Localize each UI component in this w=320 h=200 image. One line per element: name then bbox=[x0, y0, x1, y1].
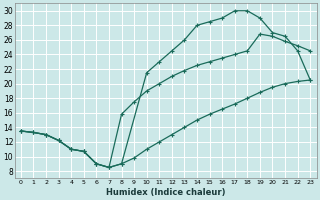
X-axis label: Humidex (Indice chaleur): Humidex (Indice chaleur) bbox=[106, 188, 225, 197]
